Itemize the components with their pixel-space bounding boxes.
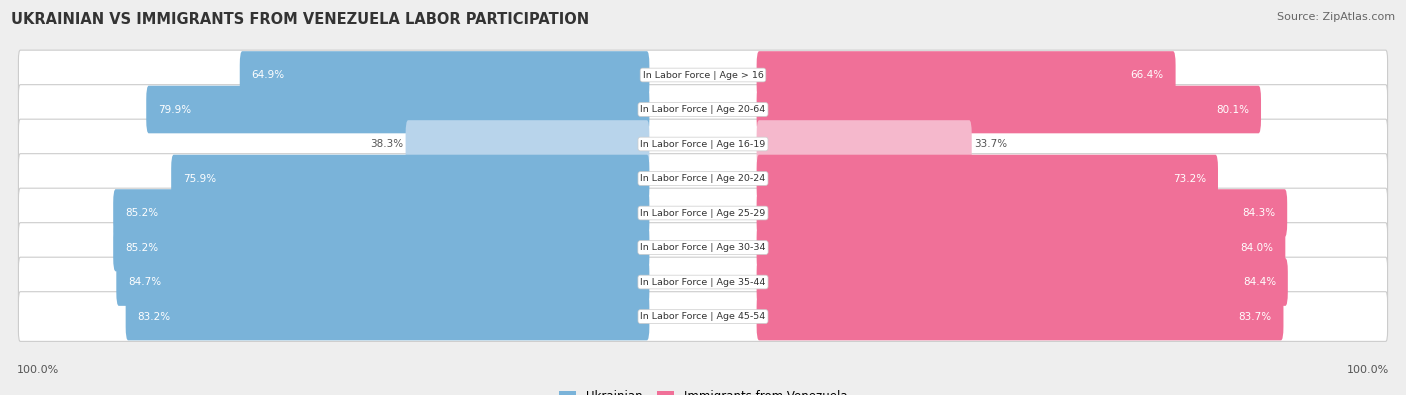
FancyBboxPatch shape: [172, 155, 650, 202]
Text: 85.2%: 85.2%: [125, 243, 157, 252]
FancyBboxPatch shape: [756, 189, 1288, 237]
Text: 83.7%: 83.7%: [1239, 312, 1271, 322]
Text: In Labor Force | Age 16-19: In Labor Force | Age 16-19: [640, 139, 766, 149]
Text: 100.0%: 100.0%: [1347, 365, 1389, 375]
Text: 84.0%: 84.0%: [1240, 243, 1274, 252]
FancyBboxPatch shape: [18, 154, 1388, 203]
FancyBboxPatch shape: [756, 258, 1288, 306]
Text: 33.7%: 33.7%: [974, 139, 1007, 149]
FancyBboxPatch shape: [125, 293, 650, 340]
Text: 84.3%: 84.3%: [1243, 208, 1275, 218]
FancyBboxPatch shape: [18, 50, 1388, 100]
FancyBboxPatch shape: [117, 258, 650, 306]
FancyBboxPatch shape: [405, 120, 650, 168]
Text: Source: ZipAtlas.com: Source: ZipAtlas.com: [1277, 12, 1395, 22]
FancyBboxPatch shape: [240, 51, 650, 99]
Text: 79.9%: 79.9%: [157, 105, 191, 115]
Text: 84.7%: 84.7%: [128, 277, 162, 287]
FancyBboxPatch shape: [18, 85, 1388, 134]
FancyBboxPatch shape: [756, 51, 1175, 99]
Text: In Labor Force | Age > 16: In Labor Force | Age > 16: [643, 70, 763, 79]
FancyBboxPatch shape: [756, 224, 1285, 271]
Text: 38.3%: 38.3%: [370, 139, 404, 149]
Text: 83.2%: 83.2%: [138, 312, 170, 322]
FancyBboxPatch shape: [18, 188, 1388, 238]
Text: UKRAINIAN VS IMMIGRANTS FROM VENEZUELA LABOR PARTICIPATION: UKRAINIAN VS IMMIGRANTS FROM VENEZUELA L…: [11, 12, 589, 27]
Text: In Labor Force | Age 25-29: In Labor Force | Age 25-29: [640, 209, 766, 218]
FancyBboxPatch shape: [18, 292, 1388, 341]
Text: 75.9%: 75.9%: [183, 173, 217, 184]
Text: In Labor Force | Age 35-44: In Labor Force | Age 35-44: [640, 278, 766, 286]
FancyBboxPatch shape: [18, 257, 1388, 307]
FancyBboxPatch shape: [146, 86, 650, 134]
FancyBboxPatch shape: [18, 223, 1388, 273]
Text: 80.1%: 80.1%: [1216, 105, 1249, 115]
FancyBboxPatch shape: [18, 119, 1388, 169]
Legend: Ukrainian, Immigrants from Venezuela: Ukrainian, Immigrants from Venezuela: [554, 385, 852, 395]
Text: 66.4%: 66.4%: [1130, 70, 1164, 80]
Text: 85.2%: 85.2%: [125, 208, 157, 218]
Text: In Labor Force | Age 45-54: In Labor Force | Age 45-54: [640, 312, 766, 321]
Text: In Labor Force | Age 20-64: In Labor Force | Age 20-64: [640, 105, 766, 114]
Text: In Labor Force | Age 20-24: In Labor Force | Age 20-24: [640, 174, 766, 183]
FancyBboxPatch shape: [756, 155, 1218, 202]
Text: 84.4%: 84.4%: [1243, 277, 1277, 287]
Text: 100.0%: 100.0%: [17, 365, 59, 375]
FancyBboxPatch shape: [114, 189, 650, 237]
FancyBboxPatch shape: [756, 293, 1284, 340]
Text: In Labor Force | Age 30-34: In Labor Force | Age 30-34: [640, 243, 766, 252]
Text: 64.9%: 64.9%: [252, 70, 285, 80]
FancyBboxPatch shape: [756, 86, 1261, 134]
FancyBboxPatch shape: [756, 120, 972, 168]
Text: 73.2%: 73.2%: [1173, 173, 1206, 184]
FancyBboxPatch shape: [114, 224, 650, 271]
